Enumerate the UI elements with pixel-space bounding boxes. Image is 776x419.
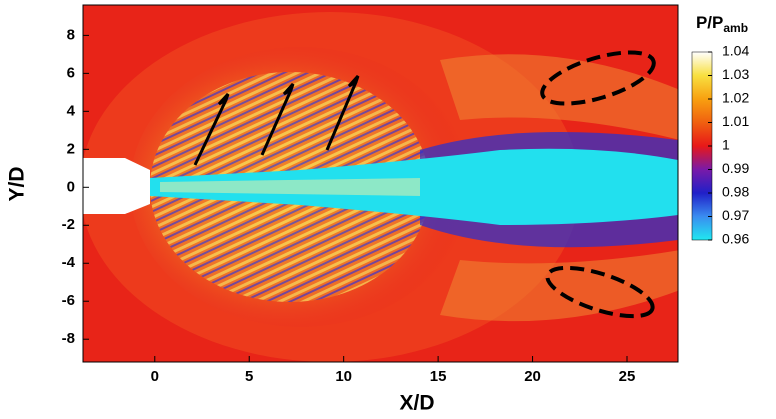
y-tick-label: 2	[67, 140, 75, 157]
colorbar-tick-label: 1.04	[722, 43, 749, 59]
colorbar-title: P/Pamb	[696, 13, 748, 35]
x-tick-label: 0	[151, 368, 159, 385]
x-tick-label: 5	[245, 368, 253, 385]
colorbar-tick-label: 1.01	[722, 113, 749, 129]
colorbar-title-sub: amb	[723, 21, 748, 35]
y-tick-label: 0	[67, 178, 75, 195]
y-tick-label: -8	[62, 330, 75, 347]
y-tick-label: 6	[67, 64, 75, 81]
colorbar-tick-label: 0.99	[722, 160, 749, 176]
colorbar-tick-label: 1.02	[722, 90, 749, 106]
x-tick-label: 10	[335, 368, 352, 385]
y-tick-label: 8	[67, 26, 75, 43]
y-tick-label: -2	[62, 216, 75, 233]
x-axis-label: X/D	[399, 392, 434, 415]
y-tick-label: -4	[62, 254, 76, 271]
colorbar-title-main: P/P	[696, 13, 723, 32]
colorbar-tick-label: 1.03	[722, 66, 749, 82]
y-axis-label: Y/D	[6, 166, 29, 201]
x-tick-label: 15	[430, 368, 447, 385]
colorbar-tick-label: 1	[722, 137, 730, 153]
x-tick-label: 20	[524, 368, 541, 385]
colorbar-tick-label: 0.98	[722, 184, 749, 200]
plot-frame	[82, 4, 679, 363]
y-tick-label: -6	[62, 292, 75, 309]
y-tick-label: 4	[67, 102, 76, 119]
colorbar-tick-label: 0.96	[722, 231, 749, 247]
x-tick-label: 25	[619, 368, 636, 385]
pressure-field	[83, 5, 678, 362]
colorbar-tick-label: 0.97	[722, 207, 749, 223]
